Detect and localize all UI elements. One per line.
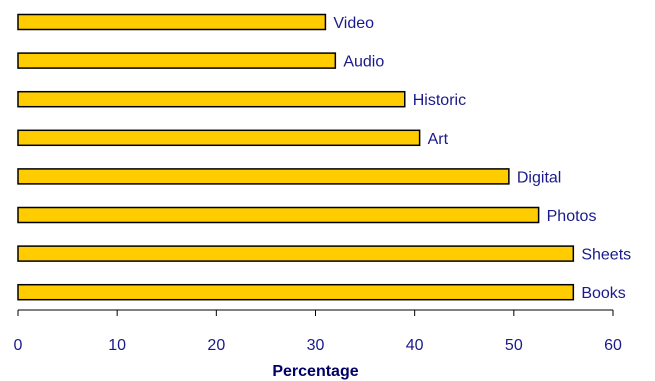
bar-sheets <box>17 245 575 262</box>
x-axis-tick-labels: 0 10 20 30 40 50 60 <box>14 337 622 354</box>
x-tick-label-0: 0 <box>14 337 23 354</box>
category-label-sheets: Sheets <box>581 247 631 264</box>
category-label-video: Video <box>333 15 374 32</box>
category-label-digital: Digital <box>517 169 561 186</box>
x-tick-label-40: 40 <box>406 337 424 354</box>
bar-photos <box>17 206 540 224</box>
bar-video <box>17 13 327 31</box>
bar-historic <box>17 90 406 108</box>
bar-digital <box>17 168 510 185</box>
category-labels: Video Audio Historic Art Digital Photos Sheets… <box>333 15 631 302</box>
category-label-historic: Historic <box>413 92 466 109</box>
x-tick-label-10: 10 <box>108 337 126 354</box>
x-tick-label-60: 60 <box>604 337 622 354</box>
x-axis-ticks <box>17 310 614 316</box>
x-axis-title: Percentage <box>272 363 358 380</box>
bar-art <box>17 129 421 147</box>
x-tick-label-50: 50 <box>505 337 523 354</box>
category-label-art: Art <box>428 131 449 148</box>
category-label-books: Books <box>581 285 625 302</box>
bar-books <box>17 283 575 301</box>
bars-group <box>17 13 575 301</box>
bar-audio <box>17 52 337 69</box>
x-tick-label-30: 30 <box>307 337 325 354</box>
category-label-audio: Audio <box>343 54 384 71</box>
category-label-photos: Photos <box>547 208 597 225</box>
x-tick-label-20: 20 <box>207 337 225 354</box>
